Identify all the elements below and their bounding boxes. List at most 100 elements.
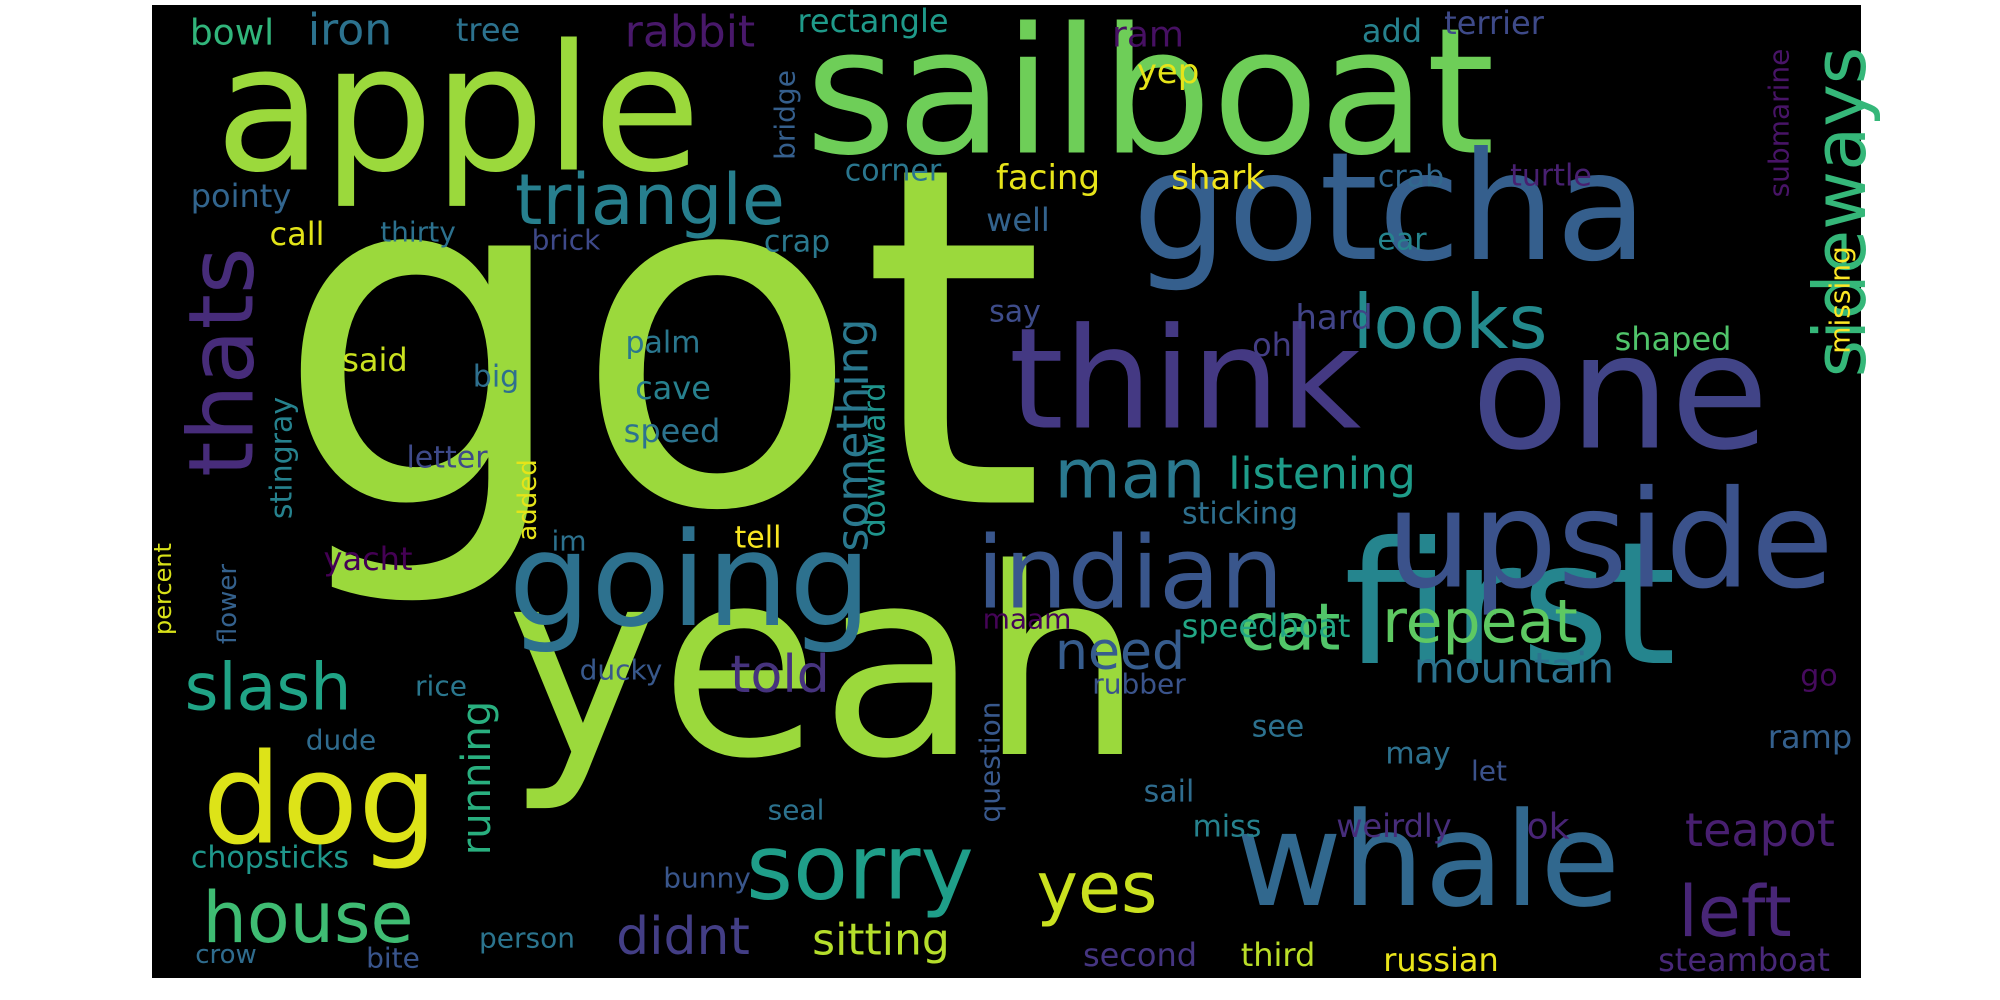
word-tell: tell xyxy=(735,521,782,556)
word-third: third xyxy=(1241,936,1316,974)
word-didnt: didnt xyxy=(616,907,750,967)
word-shark: shark xyxy=(1171,158,1265,198)
word-crap: crap xyxy=(764,225,830,260)
word-rubber: rubber xyxy=(1092,668,1186,701)
word-ram: ram xyxy=(1112,15,1184,56)
word-missing: missing xyxy=(1824,246,1857,354)
word-slash: slash xyxy=(185,651,352,726)
word-submarine: submarine xyxy=(1763,49,1796,198)
word-crow: crow xyxy=(195,940,257,970)
word-person: person xyxy=(479,922,575,955)
word-yacht: yacht xyxy=(324,540,413,578)
word-seal: seal xyxy=(768,794,825,827)
word-let: let xyxy=(1471,755,1507,788)
word-dude: dude xyxy=(306,724,377,757)
word-going: going xyxy=(508,504,871,656)
word-iron: iron xyxy=(308,5,392,56)
word-see: see xyxy=(1252,710,1305,745)
word-bunny: bunny xyxy=(663,862,751,895)
word-something: something xyxy=(828,319,879,552)
word-whale: whale xyxy=(1236,784,1620,936)
word-upside: upside xyxy=(1386,462,1834,619)
word-russian: russian xyxy=(1383,941,1499,979)
word-im: im xyxy=(551,525,586,558)
word-dog: dog xyxy=(202,728,437,873)
word-chopsticks: chopsticks xyxy=(191,841,349,876)
word-tree: tree xyxy=(456,11,520,49)
word-crab: crab xyxy=(1378,160,1444,195)
word-oh: oh xyxy=(1252,326,1292,364)
word-facing: facing xyxy=(996,158,1100,198)
word-steamboat: steamboat xyxy=(1658,941,1830,979)
word-hard: hard xyxy=(1295,298,1372,338)
word-say: say xyxy=(989,295,1041,330)
word-got: got xyxy=(275,67,1045,614)
word-one: one xyxy=(1471,299,1769,486)
word-ducky: ducky xyxy=(580,654,663,687)
word-rectangle: rectangle xyxy=(797,2,948,40)
word-apple: apple xyxy=(215,9,701,212)
word-need: need xyxy=(1055,622,1185,682)
word-said: said xyxy=(342,341,407,379)
word-second: second xyxy=(1083,936,1197,974)
word-rice: rice xyxy=(415,670,467,703)
word-bite: bite xyxy=(366,942,420,975)
word-cat: cat xyxy=(1239,591,1340,666)
word-cave: cave xyxy=(635,369,711,407)
word-brick: brick xyxy=(532,224,601,257)
word-sorry: sorry xyxy=(746,816,974,921)
word-looks: looks xyxy=(1352,278,1547,366)
word-man: man xyxy=(1054,436,1205,515)
word-maam: maam xyxy=(983,603,1072,636)
word-speed: speed xyxy=(624,412,721,450)
word-yes: yes xyxy=(1037,847,1158,929)
word-listening: listening xyxy=(1228,449,1416,500)
word-yep: yep xyxy=(1137,52,1200,92)
word-house: house xyxy=(202,877,413,959)
word-bowl: bowl xyxy=(190,13,274,54)
word-terrier: terrier xyxy=(1444,4,1545,42)
word-triangle: triangle xyxy=(515,159,785,241)
word-corner: corner xyxy=(845,154,942,189)
word-ok: ok xyxy=(1527,807,1570,848)
word-bridge: bridge xyxy=(769,70,802,160)
word-call: call xyxy=(270,215,325,253)
word-mountain: mountain xyxy=(1414,644,1614,693)
word-sitting: sitting xyxy=(812,915,950,966)
word-added: added xyxy=(513,459,543,540)
word-weirdly: weirdly xyxy=(1336,807,1451,845)
word-well: well xyxy=(986,201,1050,239)
word-think: think xyxy=(1009,299,1361,462)
word-ear: ear xyxy=(1377,223,1427,258)
word-told: told xyxy=(730,645,830,705)
word-question: question xyxy=(974,702,1007,823)
word-speedboat: speedboat xyxy=(1182,607,1351,645)
word-letter: letter xyxy=(406,441,488,476)
word-left: left xyxy=(1678,871,1791,953)
word-miss: miss xyxy=(1193,810,1262,845)
word-cloud-background xyxy=(152,5,1861,978)
word-downward: downward xyxy=(858,383,893,538)
word-shaped: shaped xyxy=(1615,320,1732,358)
word-sailboat: sailboat xyxy=(805,0,1495,195)
word-gotcha: gotcha xyxy=(1132,121,1647,295)
word-first: first xyxy=(1344,506,1676,704)
word-thats: thats xyxy=(170,247,275,477)
word-palm: palm xyxy=(626,326,701,361)
word-stingray: stingray xyxy=(265,397,300,519)
word-turtle: turtle xyxy=(1510,159,1592,194)
word-add: add xyxy=(1362,12,1422,50)
word-percent: percent xyxy=(149,543,177,635)
word-sticking: sticking xyxy=(1182,497,1298,532)
word-big: big xyxy=(473,360,519,395)
word-yeah: yeah xyxy=(506,514,1144,816)
word-teapot: teapot xyxy=(1685,803,1835,857)
word-go: go xyxy=(1800,659,1837,694)
word-pointy: pointy xyxy=(191,177,292,215)
word-may: may xyxy=(1385,737,1450,772)
word-sideways: sideways xyxy=(1798,47,1882,378)
word-thirty: thirty xyxy=(380,216,456,249)
word-ramp: ramp xyxy=(1768,718,1852,756)
